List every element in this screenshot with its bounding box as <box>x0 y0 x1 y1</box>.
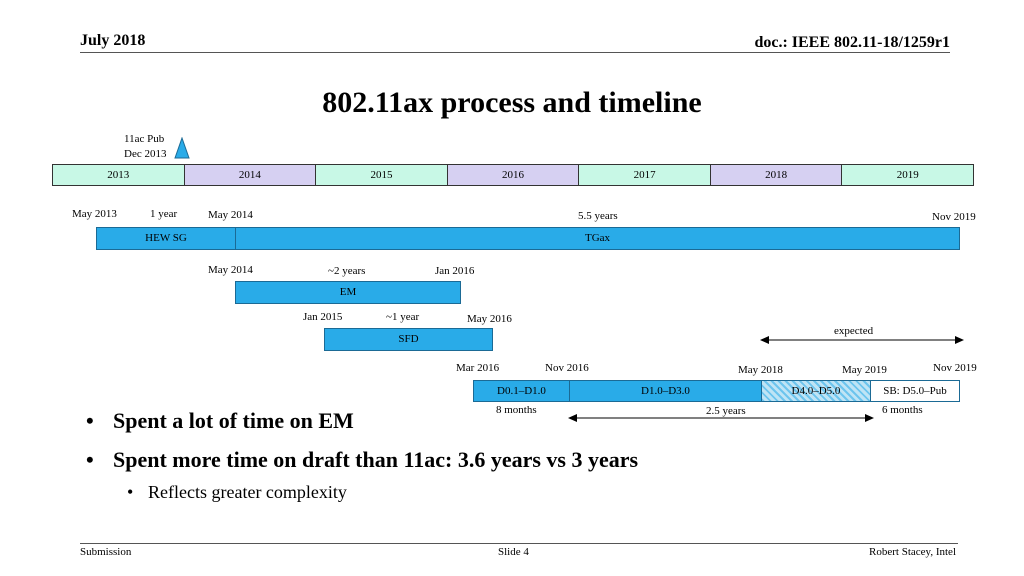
year-cell: 2018 <box>710 165 843 185</box>
hew-sg-bar: HEW SG <box>96 227 236 250</box>
footer-author: Robert Stacey, Intel <box>869 546 956 558</box>
bullet-em-time: Spent a lot of time on EM <box>113 408 354 433</box>
sub-bullet-dot-icon: • <box>127 482 134 502</box>
draft-segment-d10-d30: D1.0–D3.0 <box>569 380 762 402</box>
duration-6-months: 6 months <box>882 404 923 416</box>
year-cell: 2017 <box>579 165 711 185</box>
draft-segment-d01-d10: D0.1–D1.0 <box>473 380 570 402</box>
row4-date-d1: Nov 2016 <box>545 362 589 374</box>
row2-end-date: Jan 2016 <box>435 265 475 277</box>
row1-duration-hew: 1 year <box>150 208 178 220</box>
slide-title: 802.11ax process and timeline <box>322 86 702 119</box>
bullet-draft-time: Spent more time on draft than 11ac: 3.6 … <box>113 447 639 472</box>
row1-duration-tgax: 5.5 years <box>578 210 618 222</box>
expected-arrow-icon <box>760 336 964 344</box>
year-cell: 2015 <box>316 165 448 185</box>
triangle-marker-icon <box>174 137 190 159</box>
duration-8-months: 8 months <box>496 404 537 416</box>
draft-duration-arrow-icon <box>568 414 874 422</box>
row4-date-d2: May 2018 <box>738 364 783 376</box>
row1-mid-date: May 2014 <box>208 209 253 221</box>
row1-start-date: May 2013 <box>72 208 117 220</box>
year-cell: 2013 <box>53 165 185 185</box>
footer-divider <box>80 543 958 544</box>
sub-bullet-complexity: Reflects greater complexity <box>148 482 347 502</box>
bullet-dot-icon: • <box>86 408 94 433</box>
draft-segment-sb-pub: SB: D5.0–Pub <box>870 380 960 402</box>
footer-submission: Submission <box>80 546 132 558</box>
em-bar: EM <box>235 281 461 304</box>
year-bar: 2013 2014 2015 2016 2017 2018 2019 <box>52 164 974 186</box>
year-cell: 2019 <box>842 165 974 185</box>
header-divider <box>80 52 950 53</box>
row3-start-date: Jan 2015 <box>303 311 343 323</box>
row1-end-date: Nov 2019 <box>932 211 976 223</box>
header-date: July 2018 <box>80 32 146 49</box>
marker-label-line1: 11ac Pub <box>124 133 165 145</box>
footer-slide-number: Slide 4 <box>498 546 529 558</box>
row4-end-date: Nov 2019 <box>933 362 977 374</box>
tgax-bar: TGax <box>235 227 960 250</box>
year-cell: 2016 <box>447 165 580 185</box>
year-cell: 2014 <box>184 165 317 185</box>
sfd-bar: SFD <box>324 328 493 351</box>
expected-label: expected <box>834 325 874 337</box>
row3-duration: ~1 year <box>386 311 420 323</box>
draft-segment-d40-d50: D4.0–D5.0 <box>761 380 871 402</box>
header-doc-id: doc.: IEEE 802.11-18/1259r1 <box>754 34 950 51</box>
row2-duration: ~2 years <box>328 265 366 277</box>
bullet-dot-icon: • <box>86 447 94 472</box>
duration-2-5-years: 2.5 years <box>706 405 746 417</box>
row4-date-d3: May 2019 <box>842 364 887 376</box>
marker-label-line2: Dec 2013 <box>124 148 167 160</box>
row2-start-date: May 2014 <box>208 264 253 276</box>
row3-end-date: May 2016 <box>467 313 512 325</box>
row4-start-date: Mar 2016 <box>456 362 500 374</box>
